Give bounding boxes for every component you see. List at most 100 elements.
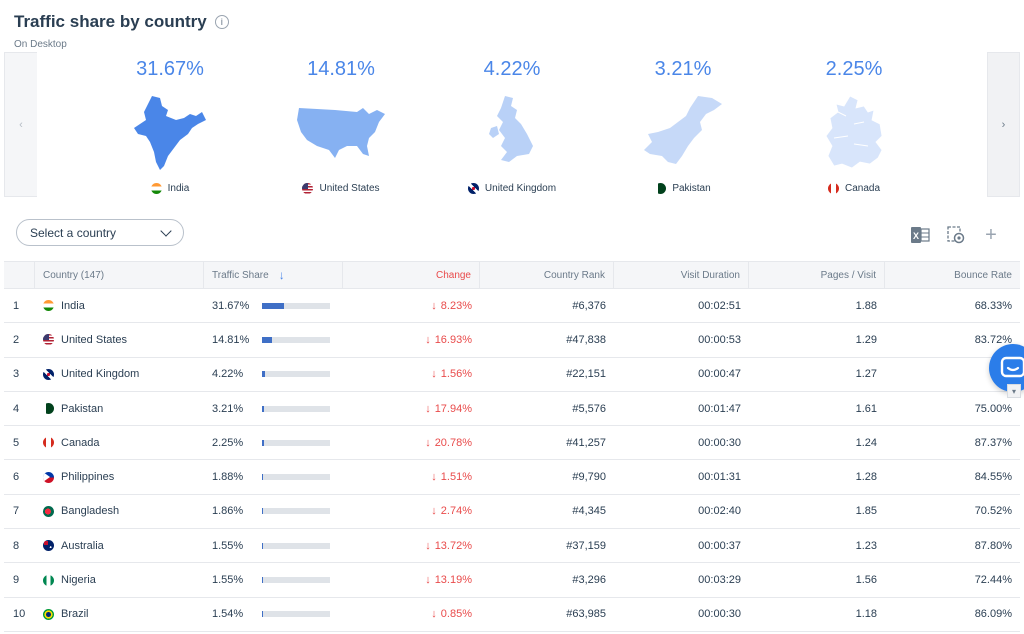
row-country-name: United States xyxy=(61,333,128,346)
country-card-india[interactable]: 31.67% India xyxy=(90,52,250,197)
share-bar-fill xyxy=(262,577,264,584)
scroll-arrow-icon[interactable]: ▾ xyxy=(1007,384,1021,398)
row-change: ↓ 16.93% xyxy=(343,323,480,356)
row-traffic-share: 1.54% xyxy=(204,598,343,631)
row-change-value: 13.72% xyxy=(434,539,472,552)
row-country-name: Nigeria xyxy=(61,574,96,587)
share-bar-fill xyxy=(262,611,264,618)
row-visit-duration: 00:01:31 xyxy=(698,471,741,484)
card-country-name: United Kingdom xyxy=(484,183,557,194)
row-country[interactable]: Bangladesh xyxy=(35,495,204,528)
header-change[interactable]: Change xyxy=(343,262,480,288)
row-share-value: 31.67% xyxy=(212,299,250,312)
country-card-united-states[interactable]: 14.81% United States xyxy=(261,52,421,197)
table-row[interactable]: 6 Philippines 1.88% ↓ 1.51% #9,790 00:01:31 1.2… xyxy=(4,460,1020,495)
header-country[interactable]: Country (147) xyxy=(35,262,204,288)
header-bounce-rate[interactable]: Bounce Rate xyxy=(954,269,1012,281)
select-country-dropdown[interactable]: Select a country xyxy=(16,219,184,246)
row-pages-visit: 1.56 xyxy=(855,574,877,587)
carousel-next-button[interactable]: › xyxy=(987,52,1020,197)
arrow-down-icon: ↓ xyxy=(431,299,437,312)
row-country[interactable]: Australia xyxy=(35,529,204,562)
table-row[interactable]: 2 United States 14.81% ↓ 16.93% #47,838 00:00:… xyxy=(4,323,1020,358)
ca-flag-icon xyxy=(43,437,54,449)
widget-title: Traffic share by country xyxy=(14,12,207,31)
country-card-pakistan[interactable]: 3.21% Pakistan xyxy=(603,52,763,197)
india-map-icon xyxy=(134,96,206,170)
card-share: 3.21% xyxy=(654,58,712,80)
arrow-down-icon: ↓ xyxy=(425,436,431,449)
row-country[interactable]: United Kingdom xyxy=(35,358,204,391)
table-row[interactable]: 4 Pakistan 3.21% ↓ 17.94% #5,576 00:01:47 1.61 7… xyxy=(4,392,1020,427)
share-bar-fill xyxy=(262,336,273,343)
row-visit-duration: 00:00:53 xyxy=(698,333,741,346)
row-country-name: Australia xyxy=(61,539,104,552)
pk-flag-icon xyxy=(43,403,54,415)
arrow-down-icon: ↓ xyxy=(425,574,431,587)
row-country-rank: #5,576 xyxy=(572,402,606,415)
row-change: ↓ 13.72% xyxy=(343,529,480,562)
card-share: 14.81% xyxy=(307,58,375,80)
excel-export-button[interactable]: X xyxy=(909,224,931,246)
row-share-value: 14.81% xyxy=(212,333,250,346)
table-row[interactable]: 1 India 31.67% ↓ 8.23% #6,376 00:02:51 1.88 68.3… xyxy=(4,289,1020,324)
settings-icon xyxy=(947,226,965,244)
row-country[interactable]: Brazil xyxy=(35,598,204,631)
share-bar xyxy=(262,611,330,618)
row-change: ↓ 20.78% xyxy=(343,426,480,459)
country-card-canada[interactable]: 2.25% Canada xyxy=(774,52,934,197)
row-traffic-share: 1.88% xyxy=(204,460,343,493)
header-country-rank[interactable]: Country Rank xyxy=(480,262,614,288)
table-row[interactable]: 8 Australia 1.55% ↓ 13.72% #37,159 00:00:37 1.2… xyxy=(4,529,1020,564)
row-country[interactable]: Canada xyxy=(35,426,204,459)
table-row[interactable]: 10 Brazil 1.54% ↓ 0.85% #63,985 00:00:30 1.18 86… xyxy=(4,598,1020,632)
row-country[interactable]: United States xyxy=(35,323,204,356)
table-row[interactable]: 9 Nigeria 1.55% ↓ 13.19% #3,296 00:03:29 1.56 72… xyxy=(4,563,1020,598)
header-visit-duration[interactable]: Visit Duration xyxy=(614,262,749,288)
row-share-value: 1.55% xyxy=(212,574,244,587)
row-pages-visit: 1.28 xyxy=(855,471,877,484)
table-row[interactable]: 5 Canada 2.25% ↓ 20.78% #41,257 00:00:30 1.24 87… xyxy=(4,426,1020,461)
sort-down-icon: ↓ xyxy=(278,268,285,282)
widget-subtitle: On Desktop xyxy=(14,39,67,50)
carousel-prev-button[interactable]: ‹ xyxy=(4,52,37,197)
row-pages-visit: 1.18 xyxy=(855,608,877,621)
row-country[interactable]: India xyxy=(35,289,204,322)
header-traffic-share[interactable]: Traffic Share ↓ xyxy=(204,262,343,288)
table-row[interactable]: 7 Bangladesh 1.86% ↓ 2.74% #4,345 00:02:40 1.85… xyxy=(4,495,1020,530)
table-row[interactable]: 3 United Kingdom 4.22% ↓ 1.56% #22,151 00:00:4… xyxy=(4,358,1020,392)
row-change-value: 13.19% xyxy=(434,574,472,587)
share-bar xyxy=(262,474,330,481)
row-visit-duration: 00:01:47 xyxy=(698,402,741,415)
row-country[interactable]: Nigeria xyxy=(35,563,204,596)
row-change-value: 0.85% xyxy=(440,608,472,621)
au-flag-icon xyxy=(43,540,54,552)
arrow-down-icon: ↓ xyxy=(431,471,437,484)
country-card-united-kingdom[interactable]: 4.22% United Kingdom xyxy=(432,52,592,197)
info-icon[interactable]: i xyxy=(214,15,229,29)
share-bar xyxy=(262,405,330,412)
row-visit-duration: 00:02:40 xyxy=(698,505,741,518)
table-settings-button[interactable] xyxy=(945,224,967,246)
row-change-value: 16.93% xyxy=(434,333,472,346)
row-country-rank: #41,257 xyxy=(566,436,606,449)
add-button[interactable]: + xyxy=(980,224,1002,246)
card-country-name: Canada xyxy=(844,183,881,194)
row-country[interactable]: Philippines xyxy=(35,460,204,493)
plus-icon: + xyxy=(985,223,997,246)
row-traffic-share: 31.67% xyxy=(204,289,343,322)
arrow-down-icon: ↓ xyxy=(431,368,437,381)
row-change-value: 20.78% xyxy=(434,436,472,449)
arrow-down-icon: ↓ xyxy=(425,539,431,552)
row-pages-visit: 1.23 xyxy=(855,539,877,552)
header-pages-visit[interactable]: Pages / Visit xyxy=(749,262,885,288)
row-share-value: 2.25% xyxy=(212,436,244,449)
card-country-label: United Kingdom xyxy=(432,183,592,194)
row-country-name: Brazil xyxy=(61,608,89,621)
row-index: 1 xyxy=(13,299,20,312)
row-index: 10 xyxy=(13,608,26,621)
row-country[interactable]: Pakistan xyxy=(35,392,204,425)
row-bounce-rate: 72.44% xyxy=(974,574,1012,587)
excel-icon: X xyxy=(911,227,930,243)
row-country-rank: #63,985 xyxy=(566,608,606,621)
